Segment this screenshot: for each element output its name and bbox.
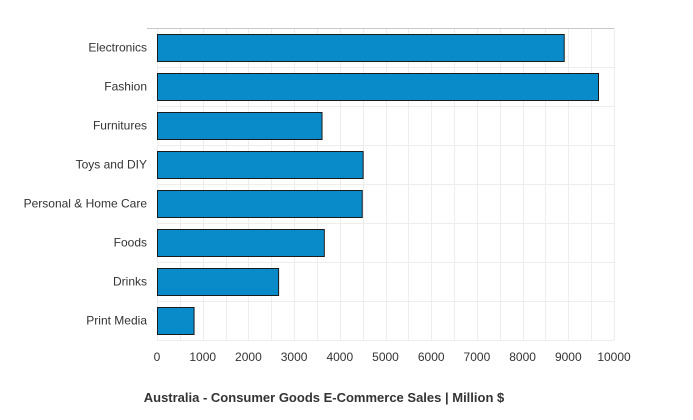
category-label: Personal & Home Care — [24, 197, 148, 211]
x-tick-label: 3000 — [281, 350, 308, 364]
category-label: Fashion — [104, 80, 147, 94]
category-label: Electronics — [88, 41, 147, 55]
category-label: Print Media — [86, 314, 147, 328]
bar[interactable] — [157, 73, 600, 101]
x-tick-label: 10000 — [597, 350, 631, 364]
bar[interactable] — [157, 307, 195, 335]
bar[interactable] — [157, 190, 363, 218]
x-tick-label: 7000 — [464, 350, 491, 364]
category-labels: Electronics Fashion Furnitures Toys and DIY… — [24, 41, 148, 328]
x-tick-label: 0 — [154, 350, 161, 364]
x-tick-label: 5000 — [372, 350, 399, 364]
bar[interactable] — [157, 151, 364, 179]
bar[interactable] — [157, 112, 323, 140]
category-label: Toys and DIY — [76, 158, 147, 172]
bar[interactable] — [157, 268, 280, 296]
x-tick-label: 2000 — [235, 350, 262, 364]
x-tick-label: 4000 — [326, 350, 353, 364]
x-tick-label: 6000 — [418, 350, 445, 364]
x-axis-ticks: 0 1000 2000 3000 4000 5000 6000 7000 8000 9000 100… — [154, 350, 631, 364]
x-tick-label: 8000 — [509, 350, 536, 364]
chart-title: Australia - Consumer Goods E-Commerce Sa… — [144, 390, 505, 405]
x-tick-label: 9000 — [555, 350, 582, 364]
category-label: Foods — [114, 236, 147, 250]
x-tick-label: 1000 — [189, 350, 216, 364]
bars-layer — [157, 34, 600, 335]
category-label: Drinks — [113, 275, 147, 289]
category-label: Furnitures — [93, 119, 147, 133]
bar[interactable] — [157, 229, 325, 257]
bar[interactable] — [157, 34, 565, 62]
